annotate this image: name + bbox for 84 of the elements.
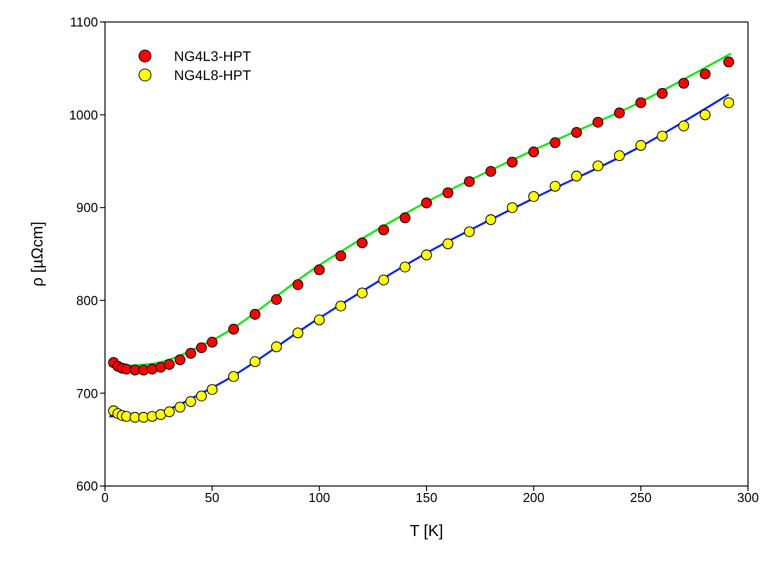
- x-tick-label: 100: [308, 490, 330, 506]
- point: [271, 294, 282, 305]
- point: [196, 390, 207, 402]
- point: [130, 364, 140, 376]
- point: [174, 402, 186, 413]
- point: [164, 359, 175, 370]
- point: [635, 140, 646, 151]
- x-tick-label: 150: [416, 490, 438, 506]
- point: [250, 356, 260, 368]
- point: [356, 237, 368, 248]
- point: [723, 56, 734, 68]
- point: [356, 288, 368, 298]
- point: [635, 97, 646, 108]
- point: [250, 308, 260, 320]
- point: [592, 116, 604, 128]
- point: [592, 160, 604, 172]
- point: [155, 409, 166, 420]
- point: [206, 336, 218, 348]
- point: [196, 342, 207, 354]
- point: [206, 384, 218, 395]
- point: [314, 264, 325, 276]
- point: [442, 187, 454, 198]
- point: [421, 250, 432, 260]
- point: [292, 279, 304, 290]
- point: [164, 406, 175, 418]
- point: [174, 354, 186, 366]
- point: [723, 97, 734, 108]
- legend-label: NG4L3-HPT: [174, 48, 252, 64]
- x-tick-label: 200: [522, 490, 545, 506]
- point: [292, 327, 304, 338]
- point: [400, 262, 410, 272]
- point: [378, 224, 390, 236]
- point: [528, 191, 540, 202]
- point: [155, 362, 166, 373]
- point: [335, 250, 346, 262]
- x-tick-label: 250: [630, 490, 652, 506]
- point: [146, 411, 158, 422]
- point: [228, 371, 239, 382]
- point: [138, 412, 149, 423]
- point: [464, 226, 475, 238]
- y-tick-label: 1100: [70, 14, 98, 30]
- point: [656, 88, 668, 99]
- point: [656, 130, 668, 142]
- point: [700, 109, 711, 120]
- point: [335, 300, 346, 312]
- point: [400, 212, 410, 224]
- y-tick-label: 900: [76, 200, 98, 216]
- point: [700, 68, 711, 80]
- point: [121, 364, 132, 374]
- x-axis-title: T [K]: [410, 523, 444, 540]
- y-tick-label: 1000: [69, 107, 98, 122]
- y-axis-title: ρ [µΩcm]: [30, 222, 47, 286]
- point: [271, 341, 282, 352]
- y-tick-label: 700: [76, 386, 98, 401]
- y-tick-label: 800: [76, 293, 98, 308]
- point: [442, 238, 454, 250]
- point: [550, 180, 560, 192]
- point: [614, 108, 625, 118]
- point: [464, 176, 475, 188]
- point: [614, 150, 625, 162]
- y-tick-label: 600: [76, 478, 98, 494]
- point: [421, 198, 432, 208]
- point: [550, 137, 560, 148]
- x-tick-label: 0: [101, 490, 109, 506]
- point: [185, 348, 196, 359]
- point: [314, 314, 325, 326]
- point: [485, 166, 496, 177]
- point: [185, 396, 196, 407]
- x-tick-label: 50: [204, 490, 220, 506]
- point: [506, 156, 518, 168]
- point: [528, 146, 540, 158]
- point: [678, 78, 690, 89]
- point: [146, 364, 158, 374]
- x-tick-label: 300: [737, 490, 759, 506]
- point: [485, 214, 496, 226]
- point: [121, 411, 132, 422]
- point: [228, 324, 239, 335]
- point: [571, 127, 582, 138]
- point: [138, 364, 149, 376]
- point: [678, 120, 690, 132]
- point: [506, 202, 518, 213]
- point: [378, 274, 390, 286]
- point: [571, 170, 582, 182]
- legend-label: NG4L8-HPT: [174, 66, 252, 82]
